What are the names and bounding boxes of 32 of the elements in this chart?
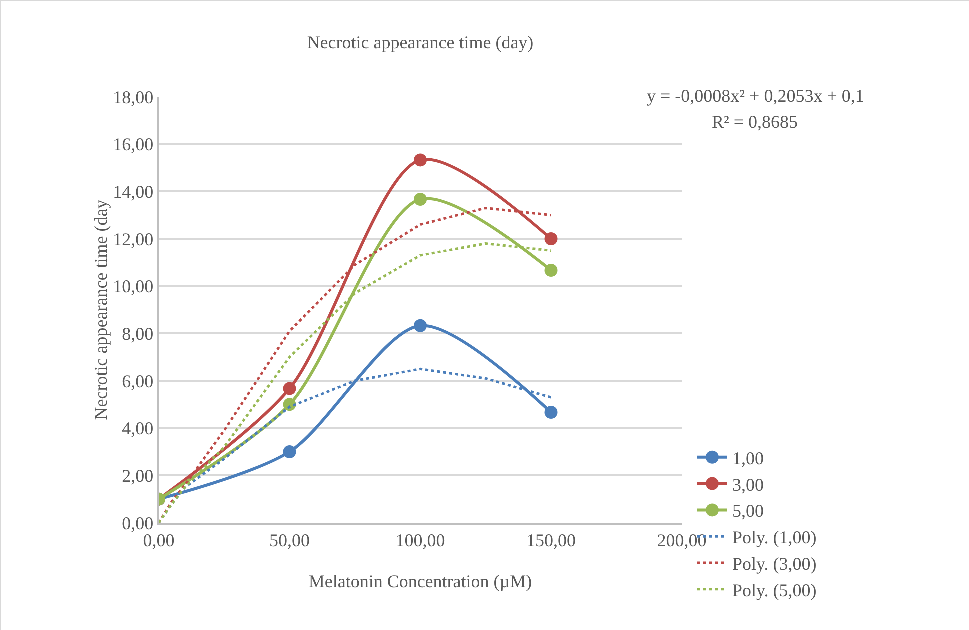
x-tick-label: 200,00	[657, 530, 707, 550]
point	[544, 264, 558, 277]
legend-label: Poly. (3,00)	[732, 554, 817, 574]
x-tick-label: 100,00	[396, 530, 446, 550]
point	[283, 446, 296, 458]
legend-label: Poly. (1,00)	[732, 528, 817, 548]
chart-title: Necrotic appearance time (day)	[307, 32, 534, 52]
legend-label: 5,00	[732, 501, 764, 522]
x-axis-title: Melatonin Concentration (µM)	[308, 572, 532, 592]
y-tick-label: 14,00	[113, 182, 154, 202]
x-tick-label: 50,00	[270, 530, 310, 550]
point	[414, 319, 427, 332]
point	[283, 382, 296, 396]
annotation: y = -0,0008x² + 0,2053x + 0,1	[647, 86, 864, 106]
y-tick-label: 10,00	[113, 276, 154, 297]
point	[414, 154, 427, 167]
point	[414, 192, 427, 206]
point	[544, 406, 558, 419]
y-tick-label: 8,00	[122, 324, 154, 344]
y-axis-title: Necrotic appearance time (day	[91, 200, 112, 420]
x-tick-label: 150,00	[526, 530, 576, 550]
y-tick-label: 4,00	[122, 418, 154, 439]
y-tick-label: 2,00	[122, 466, 154, 486]
y-tick-label: 16,00	[113, 134, 154, 155]
legend-label: 3,00	[732, 474, 764, 495]
legend-label: Poly. (5,00)	[732, 580, 817, 600]
y-tick-label: 6,00	[122, 371, 154, 392]
text: R² = 0,8685	[712, 112, 798, 132]
point	[544, 232, 558, 246]
y-tick-label: 18,00	[113, 87, 154, 108]
y-tick-label: 12,00	[113, 229, 154, 250]
legend-label: 1,00	[732, 448, 764, 468]
